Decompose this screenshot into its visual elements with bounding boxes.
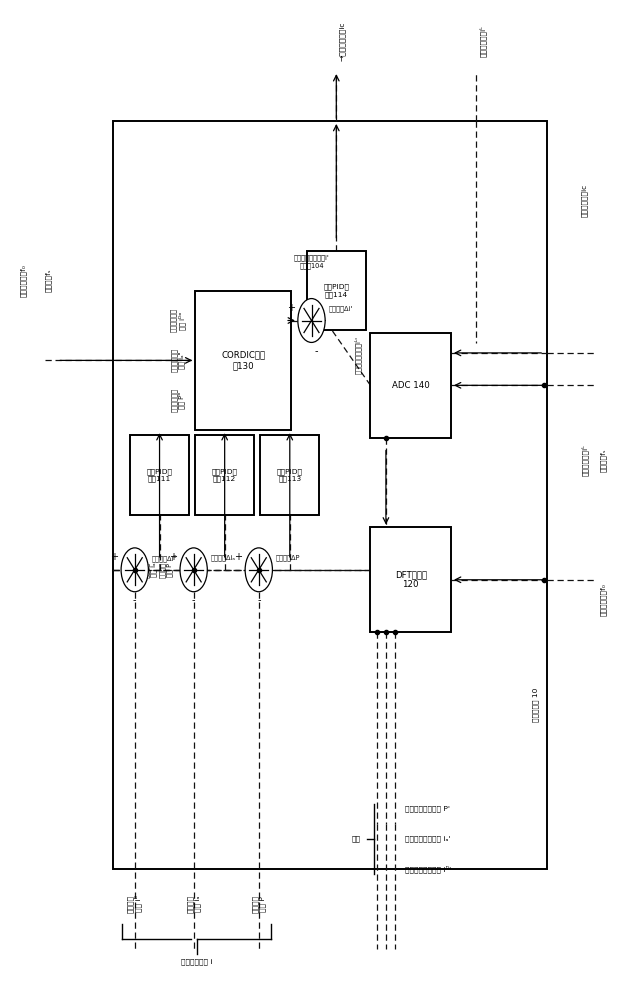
Bar: [260, 435, 319, 515]
Bar: [371, 333, 451, 438]
Text: +: +: [110, 552, 118, 562]
Text: →控制电流信号iᴄ: →控制电流信号iᴄ: [340, 22, 346, 61]
Text: 基波分量
相位 P: 基波分量 相位 P: [252, 895, 266, 913]
Text: 感测电流信号采样iᴸ': 感测电流信号采样iᴸ': [354, 336, 362, 374]
Text: -: -: [133, 595, 136, 605]
Text: 控制电流信号iᴄ: 控制电流信号iᴄ: [581, 184, 587, 217]
Text: 数字PID控
制器112: 数字PID控 制器112: [212, 468, 237, 482]
Text: 反馈基波分量相位 P': 反馈基波分量相位 P': [404, 806, 450, 812]
Text: 修正基波分量
相位 P": 修正基波分量 相位 P": [171, 388, 185, 412]
Text: -: -: [192, 595, 196, 605]
Text: 基波分量
幅值 iₐ: 基波分量 幅值 iₐ: [186, 895, 201, 913]
Text: 数字控制器 10: 数字控制器 10: [533, 687, 540, 722]
Bar: [130, 435, 189, 515]
Text: CORDIC合成
器130: CORDIC合成 器130: [221, 351, 265, 370]
Text: 基波分量频率f₀: 基波分量频率f₀: [20, 264, 26, 297]
Text: -: -: [315, 346, 318, 356]
Text: -: -: [257, 595, 260, 605]
Text: 采样频率fₛ: 采样频率fₛ: [600, 448, 606, 472]
Text: 直流分量
幅值 iᴰ: 直流分量 幅值 iᴰ: [127, 562, 143, 578]
Text: 修正基波分量
幅值 iₐ": 修正基波分量 幅值 iₐ": [171, 348, 185, 372]
Text: 感测电流信号iᴸ: 感测电流信号iᴸ: [581, 444, 588, 476]
Text: 显示: 显示: [352, 836, 361, 842]
Text: 比较结果ΔP: 比较结果ΔP: [275, 555, 300, 561]
Text: 基波分量频率f₀: 基波分量频率f₀: [600, 583, 606, 616]
Text: DFT分析器
120: DFT分析器 120: [395, 570, 427, 589]
Text: 采样频率fₛ: 采样频率fₛ: [45, 269, 51, 292]
Text: 感测电流信号iᴸ: 感测电流信号iᴸ: [479, 25, 487, 57]
Text: 反馈基波分量幅值 iₐ': 反馈基波分量幅值 iₐ': [404, 836, 450, 842]
Text: 比较结果Δi': 比较结果Δi': [328, 305, 353, 312]
Text: 比较结果Δiₐ: 比较结果Δiₐ: [211, 555, 235, 561]
Text: +: +: [287, 303, 295, 313]
Circle shape: [121, 548, 148, 592]
Text: 数字PID控
制器114: 数字PID控 制器114: [323, 283, 350, 298]
Circle shape: [298, 299, 325, 342]
Bar: [195, 291, 292, 430]
Text: ADC 140: ADC 140: [392, 381, 430, 390]
Bar: [113, 121, 547, 869]
Text: 直流分量
幅值 iᴰ: 直流分量 幅值 iᴰ: [127, 895, 143, 913]
Text: 数字PID控
制器111: 数字PID控 制器111: [146, 468, 173, 482]
Circle shape: [245, 548, 272, 592]
Text: 合成参考电流信号i'
比较器104: 合成参考电流信号i' 比较器104: [293, 254, 330, 269]
Bar: [307, 251, 366, 330]
Bar: [195, 435, 254, 515]
Text: 修正直流分量
幅值 iᴰ": 修正直流分量 幅值 iᴰ": [170, 308, 186, 332]
Text: 比较结果Δiᴰ: 比较结果Δiᴰ: [151, 554, 177, 562]
Text: 参考电流信号 i: 参考电流信号 i: [181, 959, 212, 965]
Text: 基波分量
相位 P: 基波分量 相位 P: [159, 562, 173, 578]
Text: +: +: [234, 552, 242, 562]
Bar: [371, 527, 451, 632]
Text: +: +: [169, 552, 177, 562]
Text: 数字PID控
制器113: 数字PID控 制器113: [277, 468, 303, 482]
Circle shape: [180, 548, 207, 592]
Text: 基波分量
幅值 iₐ: 基波分量 幅值 iₐ: [143, 562, 158, 578]
Text: 反馈直流分量幅值 iᴰ': 反馈直流分量幅值 iᴰ': [404, 865, 451, 873]
